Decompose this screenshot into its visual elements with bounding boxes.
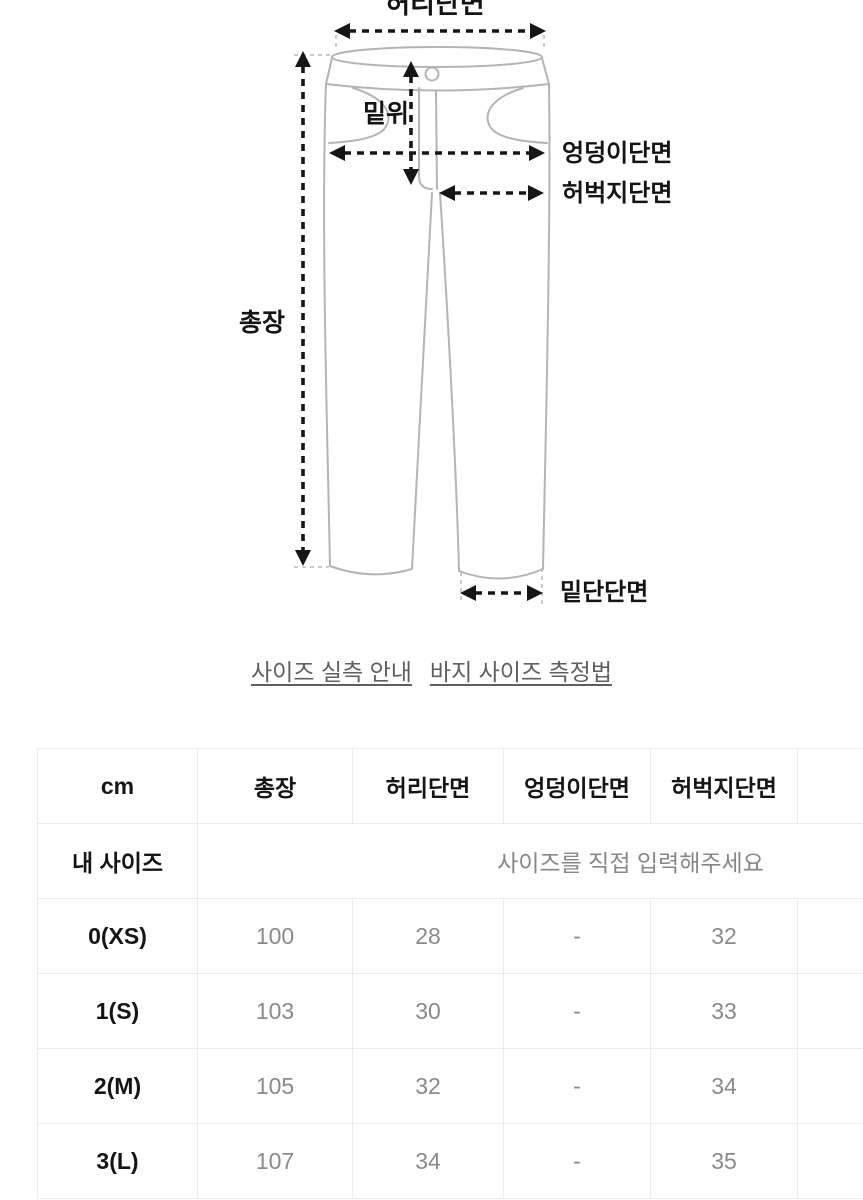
- diagram-label-hem: 밑단단면: [560, 579, 648, 606]
- size-value-cell: 32: [352, 1048, 504, 1124]
- size-value-cell: 34: [352, 1123, 504, 1199]
- size-value-cell: 103: [197, 973, 353, 1049]
- size-value-cell: 105: [197, 1048, 353, 1124]
- size-value-cell: 29: [797, 1048, 863, 1124]
- waistband-left: [325, 57, 333, 85]
- right-inseam: [439, 192, 460, 572]
- size-value-cell: 30: [352, 973, 504, 1049]
- size-value-cell: 107: [197, 1123, 353, 1199]
- left-hem: [329, 565, 413, 576]
- column-header-length: 총장: [197, 748, 353, 824]
- table-row: 0(XS) 100 28 - 32 28: [37, 898, 863, 974]
- column-header-thigh: 허벅지단면: [650, 748, 798, 824]
- center-front-seam: [435, 90, 438, 190]
- guide-links: 사이즈 실측 안내 바지 사이즈 측정법: [0, 657, 863, 687]
- waistband-right: [541, 57, 550, 85]
- size-value-cell: 29: [797, 973, 863, 1049]
- button-icon: [424, 66, 440, 82]
- size-value-cell: 34: [650, 1048, 798, 1124]
- size-value-cell: -: [503, 1048, 651, 1124]
- size-table: cm 총장 허리단면 엉덩이단면 허벅지단면 밑위 내 사이즈 사이즈를 직접 …: [37, 748, 863, 1199]
- pants-size-method-link[interactable]: 바지 사이즈 측정법: [429, 659, 612, 685]
- table-row: 1(S) 103 30 - 33 29: [37, 973, 863, 1049]
- size-row-label: 3(L): [37, 1123, 198, 1199]
- size-value-cell: 33: [650, 973, 798, 1049]
- pants-outline: [323, 46, 551, 580]
- size-value-cell: -: [503, 973, 651, 1049]
- diagram-label-hip: 엉덩이단면: [562, 140, 672, 167]
- left-pocket: [328, 87, 390, 144]
- thigh-arrow: [439, 185, 544, 201]
- waistband-top: [331, 46, 543, 68]
- size-value-cell: -: [503, 898, 651, 974]
- diagram-label-length: 총장: [239, 309, 285, 337]
- pants-measurement-diagram: 허리단면 밑위 엉덩이단면 허벅지단면 총장 밑단단면: [239, 0, 672, 606]
- right-hem: [458, 568, 544, 580]
- right-pocket: [486, 87, 548, 144]
- size-measure-guide-link[interactable]: 사이즈 실측 안내: [251, 659, 412, 685]
- size-value-cell: 32: [650, 898, 798, 974]
- size-value-cell: 28: [797, 898, 863, 974]
- length-arrow: [295, 51, 311, 566]
- size-value-cell: 35: [650, 1123, 798, 1199]
- my-size-label: 내 사이즈: [37, 823, 198, 899]
- waistband-bottom: [325, 83, 550, 92]
- fly-seam: [418, 87, 433, 190]
- diagram-label-waist: 허리단면: [385, 0, 484, 19]
- hem-arrow: [460, 585, 543, 601]
- size-value-cell: 28: [352, 898, 504, 974]
- left-inseam: [411, 192, 433, 570]
- header-row: cm 총장 허리단면 엉덩이단면 허벅지단면 밑위: [37, 748, 863, 824]
- diagram-label-rise: 밑위: [363, 100, 409, 128]
- size-row-label: 2(M): [37, 1048, 198, 1124]
- column-header-waist: 허리단면: [352, 748, 504, 824]
- size-value-cell: 100: [197, 898, 353, 974]
- table-row: 2(M) 105 32 - 34 29: [37, 1048, 863, 1124]
- size-value-cell: -: [503, 1123, 651, 1199]
- size-row-label: 1(S): [37, 973, 198, 1049]
- hip-arrow: [329, 145, 545, 161]
- right-side-seam: [542, 83, 551, 570]
- size-value-cell: 30: [797, 1123, 863, 1199]
- waist-arrow: [334, 23, 546, 39]
- guide-lines: [294, 35, 545, 604]
- table-row: 3(L) 107 34 - 35 30: [37, 1123, 863, 1199]
- column-header-rise: 밑위: [797, 748, 863, 824]
- my-size-input-prompt[interactable]: 사이즈를 직접 입력해주세요: [197, 823, 863, 899]
- my-size-row: 내 사이즈 사이즈를 직접 입력해주세요: [37, 823, 863, 899]
- size-row-label: 0(XS): [37, 898, 198, 974]
- unit-header-cell: cm: [37, 748, 198, 824]
- left-side-seam: [323, 83, 331, 567]
- diagram-label-thigh: 허벅지단면: [562, 180, 672, 207]
- column-header-hip: 엉덩이단면: [503, 748, 651, 824]
